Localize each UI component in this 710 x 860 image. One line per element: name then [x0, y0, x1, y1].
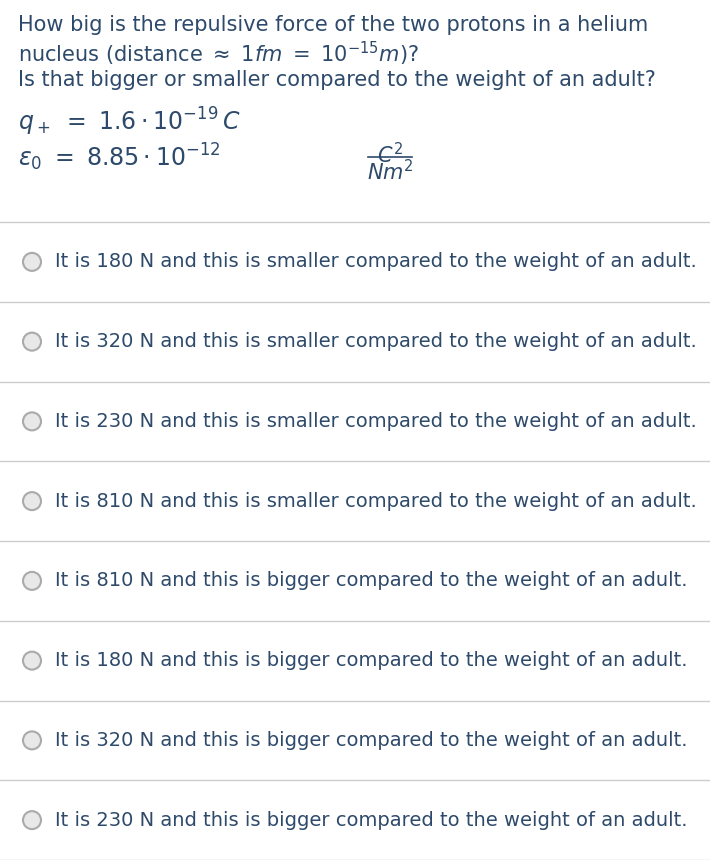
Text: Is that bigger or smaller compared to the weight of an adult?: Is that bigger or smaller compared to th… — [18, 70, 656, 90]
Ellipse shape — [23, 333, 41, 351]
Ellipse shape — [23, 811, 41, 829]
Text: It is 180 N and this is smaller compared to the weight of an adult.: It is 180 N and this is smaller compared… — [55, 252, 697, 272]
Text: It is 320 N and this is bigger compared to the weight of an adult.: It is 320 N and this is bigger compared … — [55, 731, 687, 750]
Text: It is 180 N and this is bigger compared to the weight of an adult.: It is 180 N and this is bigger compared … — [55, 651, 687, 670]
Ellipse shape — [23, 731, 41, 749]
Text: $q_+\ =\ 1.6\cdot10^{-19}\,C$: $q_+\ =\ 1.6\cdot10^{-19}\,C$ — [18, 106, 241, 138]
Ellipse shape — [23, 413, 41, 430]
Ellipse shape — [23, 492, 41, 510]
Text: It is 230 N and this is smaller compared to the weight of an adult.: It is 230 N and this is smaller compared… — [55, 412, 697, 431]
Text: It is 320 N and this is smaller compared to the weight of an adult.: It is 320 N and this is smaller compared… — [55, 332, 697, 351]
Text: $C^2$: $C^2$ — [377, 142, 403, 167]
Ellipse shape — [23, 253, 41, 271]
Text: How big is the repulsive force of the two protons in a helium: How big is the repulsive force of the tw… — [18, 15, 648, 35]
Text: It is 810 N and this is bigger compared to the weight of an adult.: It is 810 N and this is bigger compared … — [55, 571, 687, 590]
Ellipse shape — [23, 652, 41, 670]
Ellipse shape — [23, 572, 41, 590]
Text: It is 810 N and this is smaller compared to the weight of an adult.: It is 810 N and this is smaller compared… — [55, 492, 697, 511]
Text: It is 230 N and this is bigger compared to the weight of an adult.: It is 230 N and this is bigger compared … — [55, 811, 687, 830]
Text: $\epsilon_0\ =\ 8.85\cdot10^{-12}$: $\epsilon_0\ =\ 8.85\cdot10^{-12}$ — [18, 142, 221, 174]
Text: $Nm^2$: $Nm^2$ — [366, 159, 413, 184]
Text: nucleus (distance $\approx$ 1$\mathit{fm}$ $=$ $10^{-15}$$\mathit{m}$)?: nucleus (distance $\approx$ 1$\mathit{fm… — [18, 40, 419, 68]
